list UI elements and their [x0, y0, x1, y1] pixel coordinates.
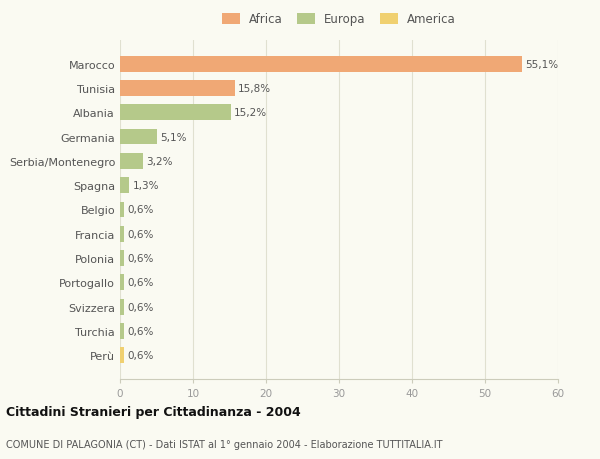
Text: 3,2%: 3,2% [146, 157, 173, 167]
Text: 0,6%: 0,6% [127, 351, 154, 360]
Bar [120, 178, 130, 194]
Bar [120, 105, 231, 121]
Text: Cittadini Stranieri per Cittadinanza - 2004: Cittadini Stranieri per Cittadinanza - 2… [6, 405, 301, 419]
Text: 15,8%: 15,8% [238, 84, 271, 94]
Bar [120, 154, 143, 169]
Bar [120, 275, 124, 291]
Bar [120, 56, 522, 73]
Text: 55,1%: 55,1% [525, 60, 558, 69]
Bar [120, 226, 124, 242]
Text: 0,6%: 0,6% [127, 326, 154, 336]
Text: 0,6%: 0,6% [127, 278, 154, 288]
Bar [120, 323, 124, 339]
Text: 5,1%: 5,1% [160, 132, 187, 142]
Text: 0,6%: 0,6% [127, 229, 154, 239]
Text: 0,6%: 0,6% [127, 253, 154, 263]
Bar [120, 129, 157, 145]
Bar [120, 347, 124, 364]
Text: 0,6%: 0,6% [127, 205, 154, 215]
Text: 1,3%: 1,3% [133, 181, 159, 191]
Bar [120, 81, 235, 97]
Bar [120, 202, 124, 218]
Text: 15,2%: 15,2% [234, 108, 267, 118]
Text: COMUNE DI PALAGONIA (CT) - Dati ISTAT al 1° gennaio 2004 - Elaborazione TUTTITAL: COMUNE DI PALAGONIA (CT) - Dati ISTAT al… [6, 440, 443, 449]
Bar [120, 251, 124, 266]
Bar [120, 299, 124, 315]
Text: 0,6%: 0,6% [127, 302, 154, 312]
Legend: Africa, Europa, America: Africa, Europa, America [222, 13, 456, 27]
